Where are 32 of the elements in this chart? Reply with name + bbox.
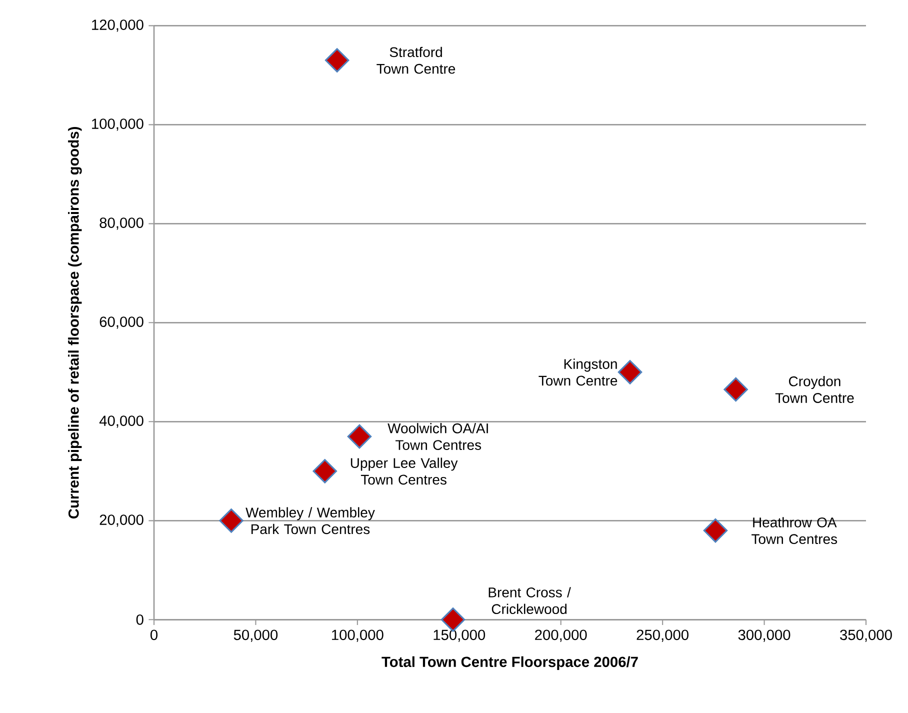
y-tick-label: 20,000 xyxy=(100,514,144,527)
y-tick-label: 40,000 xyxy=(99,416,144,428)
point xyxy=(724,377,748,402)
y-tick-label: 80,000 xyxy=(100,218,144,230)
point xyxy=(347,424,372,449)
point xyxy=(312,459,337,484)
annotation: Kingston Town Centre xyxy=(538,358,618,386)
x-tick-label: 150,000 xyxy=(434,630,486,642)
point xyxy=(324,48,350,72)
x-tick-label: 0 xyxy=(150,630,158,640)
annotation: Upper Lee Valley Town Centres xyxy=(350,458,458,485)
point xyxy=(703,518,728,543)
x-tick-label: 300,000 xyxy=(738,630,790,642)
x-tick-label: 200,000 xyxy=(535,630,587,642)
annotation: Woolwich OA/AI Town Centres xyxy=(388,423,488,450)
point xyxy=(219,508,244,533)
x-tick-label: 250,000 xyxy=(636,630,688,642)
x-axis-title: Total Town Centre Floorspace 2006/7 xyxy=(382,656,638,670)
point xyxy=(618,360,642,384)
annotation: Wembley / Wembley Park Town Centres xyxy=(246,507,375,534)
annotation: Heathrow OA Town Centres xyxy=(752,517,838,544)
annotation: Brent Cross / Cricklewood xyxy=(488,587,571,614)
annotation: Croydon Town Centre xyxy=(775,376,854,403)
y-tick-label: 120,000 xyxy=(92,20,144,32)
x-tick-label: 50,000 xyxy=(234,630,278,642)
y-axis-title: Current pipeline of retail floorspace (compairons goods) xyxy=(68,126,82,518)
x-tick-label: 100,000 xyxy=(332,630,384,642)
x-tick-label: 350,000 xyxy=(840,630,892,642)
annotation: Stratford Town Centre xyxy=(376,46,456,74)
y-tick-label: 60,000 xyxy=(100,316,144,329)
y-tick-label: 100,000 xyxy=(92,118,144,131)
y-tick-label: 0 xyxy=(136,614,144,625)
